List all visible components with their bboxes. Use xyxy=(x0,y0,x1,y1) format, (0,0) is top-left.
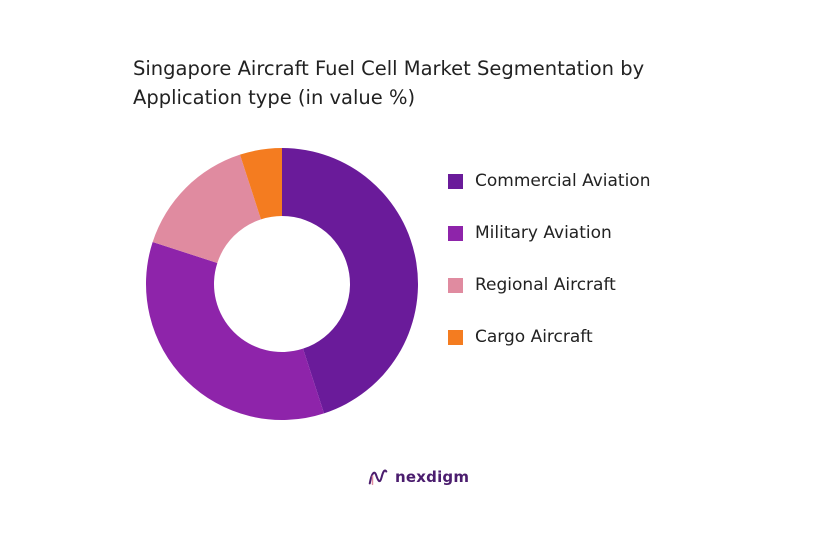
legend-item-military-aviation: Military Aviation xyxy=(448,220,650,246)
legend-item-commercial-aviation: Commercial Aviation xyxy=(448,168,650,194)
donut-slice-cargo-aircraft xyxy=(239,148,282,220)
legend-swatch xyxy=(448,173,463,189)
legend-label: Regional Aircraft xyxy=(475,275,616,295)
legend-swatch xyxy=(448,277,463,293)
donut-slice-commercial-aviation xyxy=(282,148,418,414)
chart-legend: Commercial Aviation Military Aviation Re… xyxy=(448,168,650,376)
legend-label: Military Aviation xyxy=(475,223,612,243)
legend-label: Cargo Aircraft xyxy=(475,327,593,347)
chart-title: Singapore Aircraft Fuel Cell Market Segm… xyxy=(133,54,733,112)
donut-slice-regional-aircraft xyxy=(152,154,261,263)
brand-name: nexdigm xyxy=(395,468,470,486)
chart-title-line-2: Application type (in value %) xyxy=(133,86,416,109)
donut-chart xyxy=(145,148,418,420)
legend-label: Commercial Aviation xyxy=(475,171,651,191)
nexdigm-logo-icon xyxy=(368,469,388,486)
legend-item-regional-aircraft: Regional Aircraft xyxy=(448,272,650,298)
brand-logo: nexdigm xyxy=(367,466,469,488)
legend-item-cargo-aircraft: Cargo Aircraft xyxy=(448,324,650,350)
legend-swatch xyxy=(448,329,463,345)
donut-slice-military-aviation xyxy=(145,241,325,420)
chart-title-line-1: Singapore Aircraft Fuel Cell Market Segm… xyxy=(133,57,645,80)
legend-swatch xyxy=(448,225,463,241)
